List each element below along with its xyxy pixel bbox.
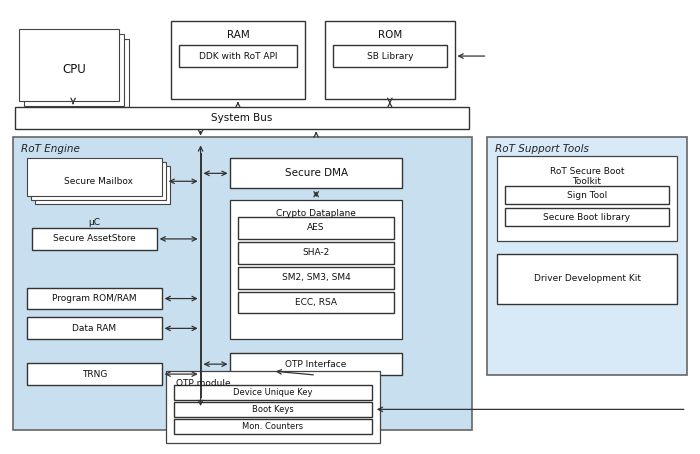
Text: RoT Engine: RoT Engine xyxy=(21,144,80,154)
Text: ROM: ROM xyxy=(378,30,402,40)
Text: RAM: RAM xyxy=(227,30,249,40)
Text: RoT Support Tools: RoT Support Tools xyxy=(496,144,589,154)
Text: OTP module: OTP module xyxy=(176,379,230,388)
FancyBboxPatch shape xyxy=(333,45,447,67)
FancyBboxPatch shape xyxy=(230,158,402,188)
FancyBboxPatch shape xyxy=(27,158,162,196)
Text: Driver Development Kit: Driver Development Kit xyxy=(533,274,640,283)
Text: SB Library: SB Library xyxy=(367,52,413,60)
FancyBboxPatch shape xyxy=(171,21,305,99)
FancyBboxPatch shape xyxy=(27,363,162,385)
FancyBboxPatch shape xyxy=(239,291,394,313)
Text: Mon. Counters: Mon. Counters xyxy=(242,422,303,431)
Text: ECC, RSA: ECC, RSA xyxy=(295,298,337,307)
FancyBboxPatch shape xyxy=(15,107,468,128)
Text: Secure Mailbox: Secure Mailbox xyxy=(64,177,133,186)
FancyBboxPatch shape xyxy=(487,137,687,375)
FancyBboxPatch shape xyxy=(27,210,162,278)
Text: CPU: CPU xyxy=(62,64,86,76)
Text: Program ROM/RAM: Program ROM/RAM xyxy=(52,294,136,303)
Text: SM2, SM3, SM4: SM2, SM3, SM4 xyxy=(282,273,351,282)
Text: OTP Interface: OTP Interface xyxy=(286,360,346,369)
FancyBboxPatch shape xyxy=(27,288,162,310)
FancyBboxPatch shape xyxy=(325,21,454,99)
FancyBboxPatch shape xyxy=(178,45,298,67)
FancyBboxPatch shape xyxy=(239,217,394,239)
Text: AES: AES xyxy=(307,223,325,232)
Text: RoT Secure Boot
Toolkit: RoT Secure Boot Toolkit xyxy=(550,167,624,186)
FancyBboxPatch shape xyxy=(174,385,372,400)
FancyBboxPatch shape xyxy=(505,208,668,226)
FancyBboxPatch shape xyxy=(166,371,380,443)
FancyBboxPatch shape xyxy=(230,200,402,339)
FancyBboxPatch shape xyxy=(239,267,394,289)
FancyBboxPatch shape xyxy=(35,166,169,204)
FancyBboxPatch shape xyxy=(174,402,372,417)
FancyBboxPatch shape xyxy=(13,137,472,430)
FancyBboxPatch shape xyxy=(239,242,394,264)
Text: Secure DMA: Secure DMA xyxy=(285,168,348,178)
FancyBboxPatch shape xyxy=(498,254,677,304)
Text: TRNG: TRNG xyxy=(82,370,107,379)
FancyBboxPatch shape xyxy=(32,228,157,250)
Text: Secure Boot library: Secure Boot library xyxy=(543,212,631,222)
FancyBboxPatch shape xyxy=(25,34,124,106)
FancyBboxPatch shape xyxy=(20,29,119,101)
Text: Crypto Dataplane: Crypto Dataplane xyxy=(276,208,356,217)
Text: Data RAM: Data RAM xyxy=(73,324,117,333)
Text: Device Unique Key: Device Unique Key xyxy=(233,388,313,397)
Text: μC: μC xyxy=(88,217,101,227)
FancyBboxPatch shape xyxy=(498,157,677,241)
FancyBboxPatch shape xyxy=(230,353,402,375)
Text: DDK with RoT API: DDK with RoT API xyxy=(199,52,277,60)
Text: System Bus: System Bus xyxy=(211,113,272,123)
Text: SHA-2: SHA-2 xyxy=(302,248,330,257)
Text: Secure AssetStore: Secure AssetStore xyxy=(53,234,136,243)
FancyBboxPatch shape xyxy=(174,419,372,434)
FancyBboxPatch shape xyxy=(505,186,668,204)
FancyBboxPatch shape xyxy=(27,317,162,339)
FancyBboxPatch shape xyxy=(29,39,129,111)
FancyBboxPatch shape xyxy=(32,163,166,200)
Text: Boot Keys: Boot Keys xyxy=(252,405,294,414)
Text: Sign Tool: Sign Tool xyxy=(567,191,607,200)
